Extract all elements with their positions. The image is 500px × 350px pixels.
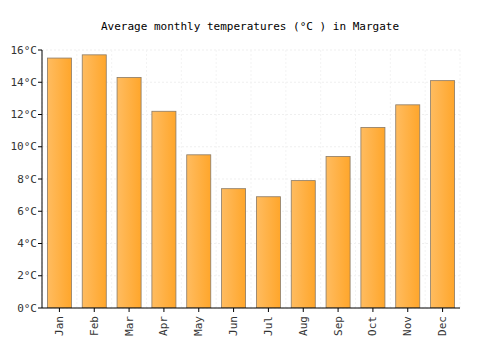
bar — [47, 58, 71, 308]
bar — [187, 155, 211, 308]
grid-line — [320, 50, 321, 308]
x-tick — [442, 308, 443, 312]
bar — [291, 181, 315, 308]
grid-line — [355, 50, 356, 308]
x-tick — [407, 308, 408, 312]
x-tick — [372, 308, 373, 312]
y-tick-label: 12°C — [11, 108, 38, 121]
x-tick-label: Sep — [332, 316, 345, 336]
grid-line — [111, 50, 112, 308]
x-tick-label: Jan — [53, 316, 66, 336]
x-tick — [163, 308, 164, 312]
y-tick — [38, 243, 42, 244]
y-tick — [38, 308, 42, 309]
y-tick-label: 2°C — [17, 269, 37, 282]
x-tick-label: Jul — [262, 316, 275, 336]
x-tick — [129, 308, 130, 312]
bar — [361, 127, 385, 308]
title: Average monthly temperatures (°C ) in Ma… — [101, 20, 399, 33]
grid-line — [76, 50, 77, 308]
chart: Average monthly temperatures (°C ) in Ma… — [0, 0, 500, 350]
y-tick — [38, 114, 42, 115]
x-tick — [268, 308, 269, 312]
x-tick — [94, 308, 95, 312]
y-tick-label: 14°C — [11, 76, 38, 89]
grid-line — [251, 50, 252, 308]
x-tick — [198, 308, 199, 312]
x-axis — [42, 308, 460, 309]
x-tick-label: Dec — [436, 316, 449, 336]
y-tick — [38, 275, 42, 276]
y-tick-label: 4°C — [17, 237, 37, 250]
y-tick-label: 16°C — [11, 44, 38, 57]
y-tick — [38, 50, 42, 51]
bar — [152, 111, 176, 308]
y-tick — [38, 211, 42, 212]
x-tick-label: May — [192, 316, 205, 336]
y-tick-label: 0°C — [17, 302, 37, 315]
bar — [431, 81, 455, 308]
y-tick — [38, 179, 42, 180]
x-tick-label: Mar — [123, 316, 136, 336]
grid-line — [425, 50, 426, 308]
x-tick — [233, 308, 234, 312]
x-tick-label: Aug — [297, 316, 310, 336]
x-tick-label: Jun — [227, 316, 240, 336]
bar — [396, 105, 420, 308]
bar — [326, 156, 350, 308]
bar — [82, 55, 106, 308]
bar — [117, 77, 141, 308]
bar — [222, 189, 246, 308]
grid-line — [460, 50, 461, 308]
x-tick — [338, 308, 339, 312]
x-tick — [303, 308, 304, 312]
x-tick-label: Feb — [88, 316, 101, 336]
x-tick-label: Nov — [401, 316, 414, 336]
bars — [47, 55, 454, 308]
x-tick-label: Apr — [157, 316, 170, 336]
y-tick — [38, 82, 42, 83]
x-tick-label: Oct — [366, 316, 379, 336]
grid-line — [390, 50, 391, 308]
y-tick-label: 8°C — [17, 173, 37, 186]
grid-line — [146, 50, 147, 308]
y-tick — [38, 146, 42, 147]
y-tick-label: 6°C — [17, 205, 37, 218]
bar — [256, 197, 280, 308]
grid-line — [285, 50, 286, 308]
y-tick-label: 10°C — [11, 140, 38, 153]
grid-line — [181, 50, 182, 308]
x-tick — [59, 308, 60, 312]
grid-line — [42, 308, 460, 309]
grid-line — [216, 50, 217, 308]
